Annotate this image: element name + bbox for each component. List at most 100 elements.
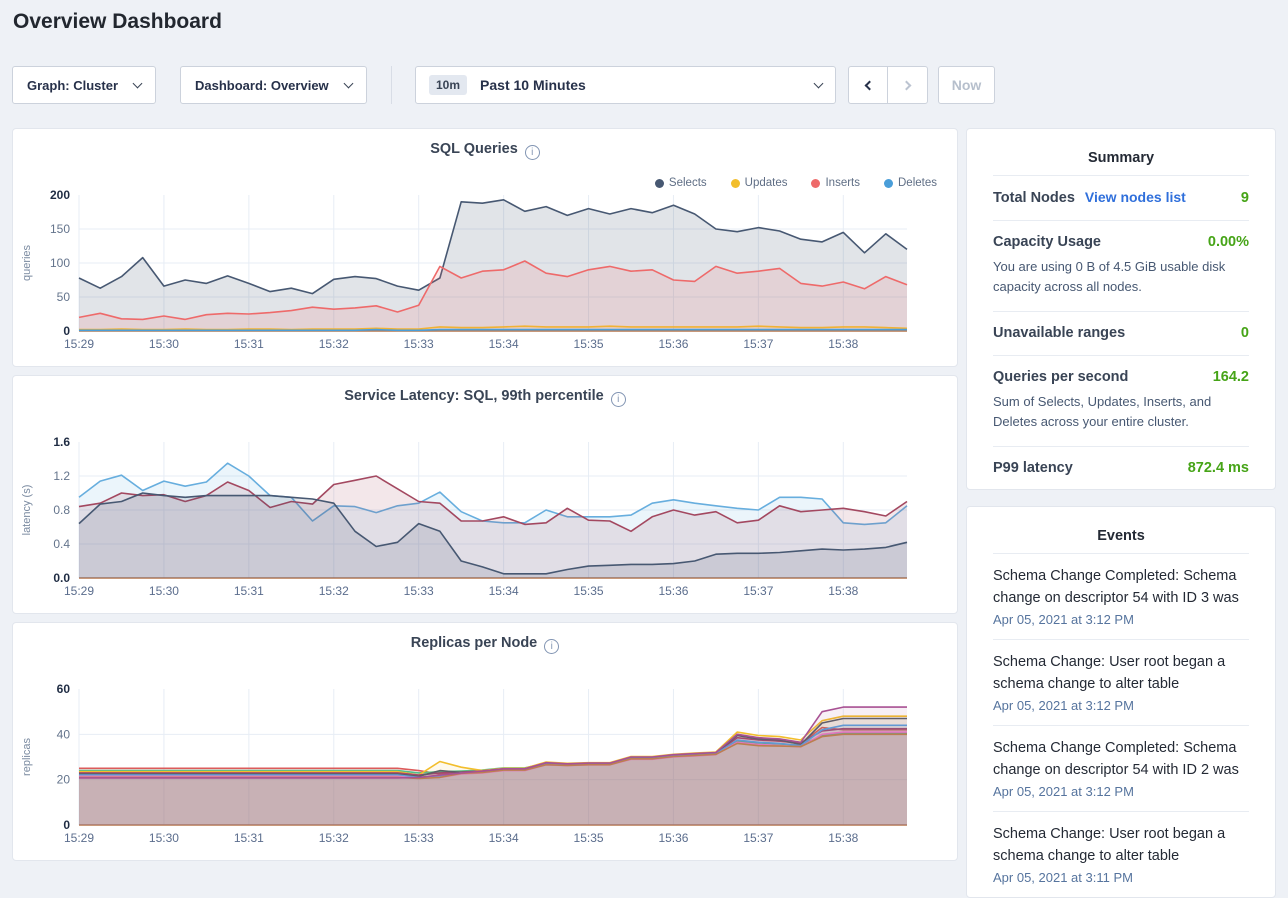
svg-text:latency (s): latency (s) (21, 485, 33, 536)
view-nodes-list-link[interactable]: View nodes list (1084, 189, 1186, 205)
event-item: Schema Change: User root began a schema … (993, 811, 1249, 897)
time-range-badge: 10m (429, 75, 468, 95)
svg-text:15:38: 15:38 (828, 831, 858, 845)
svg-text:200: 200 (50, 188, 70, 202)
legend-dot-icon (730, 178, 740, 188)
summary-row-p99-latency: P99 latency 872.4 ms (993, 446, 1249, 490)
graph-dropdown[interactable]: Graph: Cluster (12, 66, 156, 104)
service-latency-chart[interactable]: 15:29 15:30 15:31 15:32 15:33 15:34 15:35 15:36… (13, 422, 959, 610)
chart-title-text: SQL Queries (430, 141, 518, 157)
svg-text:15:32: 15:32 (319, 831, 349, 845)
legend-dot-icon (884, 178, 893, 188)
svg-text:15:29: 15:29 (64, 831, 94, 845)
event-timestamp: Apr 05, 2021 at 3:11 PM (993, 870, 1133, 885)
event-message: Schema Change Completed: Schema change o… (993, 568, 1239, 606)
sql-queries-chart[interactable]: 15:29 15:30 15:31 15:32 15:33 15:34 15:35 15:36… (13, 175, 959, 363)
svg-text:replicas: replicas (21, 738, 33, 776)
events-title: Events (1097, 528, 1145, 544)
svg-text:40: 40 (57, 727, 71, 741)
summary-row-total-nodes: Total Nodes View nodes list 9 (993, 175, 1249, 220)
legend-item: Updates (730, 177, 788, 189)
svg-text:15:37: 15:37 (743, 831, 773, 845)
svg-text:15:32: 15:32 (319, 337, 349, 351)
events-panel: Events Schema Change Completed: Schema c… (966, 506, 1276, 898)
summary-description: Sum of Selects, Updates, Inserts, and De… (993, 394, 1212, 429)
svg-text:15:36: 15:36 (658, 337, 688, 351)
info-icon[interactable]: i (544, 639, 560, 654)
event-message: Schema Change: User root began a schema … (993, 654, 1226, 692)
svg-text:15:35: 15:35 (574, 584, 604, 598)
summary-label: Capacity Usage (993, 234, 1101, 250)
svg-text:1.6: 1.6 (53, 435, 70, 449)
time-next-button[interactable] (887, 66, 928, 104)
svg-text:15:29: 15:29 (64, 337, 94, 351)
legend-item: Selects (654, 177, 707, 189)
chart-title: Service Latency: SQL, 99th percentile i (13, 388, 957, 407)
graph-dropdown-label: Graph: Cluster (27, 77, 119, 93)
chart-title: Replicas per Node i (13, 635, 957, 654)
svg-text:15:33: 15:33 (404, 337, 434, 351)
event-message: Schema Change Completed: Schema change o… (993, 740, 1239, 778)
svg-text:0.0: 0.0 (53, 571, 70, 585)
chart-title-text: Service Latency: SQL, 99th percentile (344, 388, 604, 404)
info-icon[interactable]: i (610, 392, 626, 407)
chart-legend: Selects Updates Inserts Deletes (654, 177, 937, 189)
legend-item: Inserts (811, 177, 860, 189)
legend-dot-icon (811, 178, 821, 188)
replicas-per-node-chart[interactable]: 15:29 15:30 15:31 15:32 15:33 15:34 15:35 15:36… (13, 669, 959, 857)
svg-text:15:31: 15:31 (234, 337, 264, 351)
summary-row-unavailable-ranges: Unavailable ranges 0 (993, 311, 1249, 355)
chevron-left-icon (864, 80, 875, 90)
chevron-down-icon (132, 78, 143, 88)
svg-text:15:29: 15:29 (64, 584, 94, 598)
chevron-down-icon (813, 78, 824, 88)
svg-text:15:32: 15:32 (319, 584, 349, 598)
svg-text:0: 0 (63, 818, 70, 832)
info-icon[interactable]: i (524, 145, 540, 160)
now-button[interactable]: Now (938, 66, 995, 104)
summary-description: You are using 0 B of 4.5 GiB usable disk… (993, 259, 1226, 294)
svg-text:15:35: 15:35 (574, 337, 604, 351)
svg-text:0: 0 (63, 324, 70, 338)
dashboard-dropdown[interactable]: Dashboard: Overview (180, 66, 367, 104)
summary-value: 872.4 ms (1187, 460, 1249, 476)
time-prev-button[interactable] (848, 66, 888, 104)
time-range-label: Past 10 Minutes (480, 77, 586, 93)
svg-text:0.4: 0.4 (53, 537, 70, 551)
legend-label: Selects (668, 177, 707, 189)
chevron-down-icon (343, 78, 354, 88)
summary-label: Total Nodes (993, 190, 1075, 206)
svg-text:15:30: 15:30 (149, 831, 179, 845)
svg-text:50: 50 (57, 290, 71, 304)
event-timestamp: Apr 05, 2021 at 3:12 PM (993, 612, 1134, 627)
replicas-per-node-card: Replicas per Node i 15:29 15:30 15:31 15:32 1… (12, 622, 958, 861)
summary-row-capacity-usage: Capacity Usage 0.00% You are using 0 B o… (993, 220, 1249, 311)
svg-text:60: 60 (57, 682, 71, 696)
chart-title: SQL Queries i (13, 141, 957, 160)
event-item: Schema Change Completed: Schema change o… (993, 725, 1249, 811)
legend-label: Inserts (825, 177, 860, 189)
event-message: Schema Change: User root began a schema … (993, 826, 1226, 864)
svg-text:15:37: 15:37 (743, 337, 773, 351)
summary-panel: Summary Total Nodes View nodes list 9 Ca… (966, 128, 1276, 490)
summary-value: 164.2 (1212, 369, 1249, 385)
svg-text:1.2: 1.2 (53, 469, 70, 483)
service-latency-card: Service Latency: SQL, 99th percentile i 1… (12, 375, 958, 614)
svg-text:150: 150 (50, 222, 70, 236)
svg-text:15:30: 15:30 (149, 584, 179, 598)
legend-label: Updates (744, 177, 788, 189)
svg-text:15:31: 15:31 (234, 831, 264, 845)
svg-text:15:33: 15:33 (404, 831, 434, 845)
svg-text:15:36: 15:36 (658, 831, 688, 845)
summary-value: 9 (1240, 190, 1249, 206)
svg-text:15:34: 15:34 (489, 337, 519, 351)
svg-text:0.8: 0.8 (53, 503, 70, 517)
time-range-dropdown[interactable]: 10m Past 10 Minutes (415, 66, 836, 104)
event-item: Schema Change Completed: Schema change o… (993, 553, 1249, 639)
chart-title-text: Replicas per Node (410, 635, 538, 651)
event-item: Schema Change: User root began a schema … (993, 639, 1249, 725)
legend-item: Deletes (884, 177, 937, 189)
page-title: Overview Dashboard (13, 10, 222, 33)
dashboard-dropdown-label: Dashboard: Overview (195, 77, 329, 93)
event-timestamp: Apr 05, 2021 at 3:12 PM (993, 698, 1134, 713)
